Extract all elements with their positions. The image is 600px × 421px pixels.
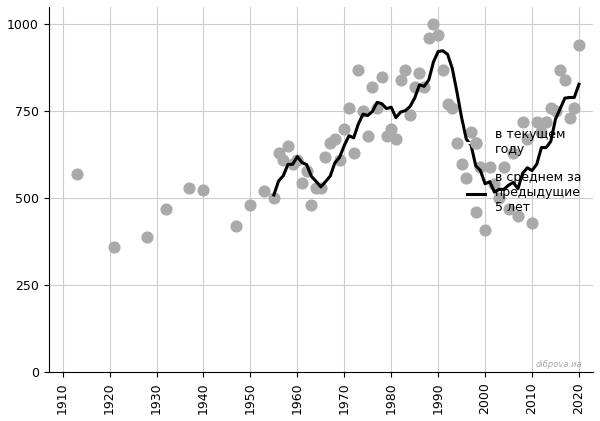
- в текущем
году: [532, 118, 542, 125]
- в текущем
году: [443, 101, 452, 108]
- в текущем
году: [518, 118, 527, 125]
- в текущем
году: [245, 202, 255, 209]
- в текущем
году: [508, 150, 518, 157]
- в текущем
году: [382, 132, 391, 139]
- в текущем
году: [373, 104, 382, 111]
- в текущем
году: [513, 213, 523, 219]
- в текущем
году: [391, 136, 401, 143]
- в среднем за
предыдущие
5 лет: [439, 48, 446, 53]
- в текущем
году: [546, 104, 556, 111]
- в текущем
году: [419, 84, 429, 91]
- в текущем
году: [353, 66, 363, 73]
- в текущем
году: [452, 139, 462, 146]
- в текущем
году: [288, 160, 298, 167]
- в текущем
году: [504, 205, 514, 212]
- в текущем
году: [368, 84, 377, 91]
- в текущем
году: [185, 184, 194, 191]
- в текущем
году: [396, 77, 406, 83]
- в текущем
году: [260, 188, 269, 195]
- в текущем
году: [340, 125, 349, 132]
- Line: в среднем за
предыдущие
5 лет: в среднем за предыдущие 5 лет: [274, 51, 579, 195]
- в текущем
году: [527, 219, 537, 226]
- в текущем
году: [293, 157, 302, 163]
- в текущем
году: [551, 108, 560, 115]
- в текущем
году: [574, 42, 584, 48]
- в текущем
году: [405, 112, 415, 118]
- в текущем
году: [269, 195, 278, 202]
- в текущем
году: [316, 184, 326, 191]
- в текущем
году: [499, 164, 509, 171]
- в текущем
году: [283, 143, 293, 149]
- в текущем
году: [349, 150, 358, 157]
- в текущем
году: [274, 150, 283, 157]
- в текущем
году: [433, 32, 443, 38]
- в текущем
году: [358, 108, 368, 115]
- в текущем
году: [400, 66, 410, 73]
- в текущем
году: [415, 70, 424, 77]
- в текущем
году: [560, 77, 569, 83]
- в текущем
году: [466, 129, 476, 136]
- в текущем
году: [199, 187, 208, 193]
- в текущем
году: [363, 132, 373, 139]
- в текущем
году: [386, 125, 396, 132]
- в среднем за
предыдущие
5 лет: [575, 82, 583, 87]
- в текущем
году: [523, 136, 532, 143]
- в текущем
году: [410, 84, 419, 91]
- в текущем
году: [485, 164, 494, 171]
- в текущем
году: [330, 136, 340, 143]
- в текущем
году: [424, 35, 434, 42]
- в текущем
году: [320, 153, 330, 160]
- в текущем
году: [457, 160, 466, 167]
- Text: dіброva.иа: dіброva.иа: [535, 360, 582, 369]
- в текущем
году: [494, 195, 504, 202]
- в текущем
году: [325, 139, 335, 146]
- в текущем
году: [307, 202, 316, 209]
- в среднем за
предыдущие
5 лет: [364, 113, 371, 118]
- в текущем
году: [569, 104, 579, 111]
- в текущем
году: [142, 233, 152, 240]
- в текущем
году: [490, 181, 499, 188]
- в текущем
году: [335, 157, 344, 163]
- в среднем за
предыдущие
5 лет: [401, 108, 409, 113]
- в текущем
году: [448, 104, 457, 111]
- в среднем за
предыдущие
5 лет: [294, 154, 301, 159]
- в текущем
году: [109, 244, 119, 250]
- в текущем
году: [311, 184, 321, 191]
- в текущем
году: [278, 157, 288, 163]
- в текущем
году: [476, 164, 485, 171]
- Legend: в текущем
году, в среднем за
предыдущие
5 лет: в текущем году, в среднем за предыдущие …: [461, 123, 587, 219]
- в текущем
году: [161, 205, 170, 212]
- в текущем
году: [536, 129, 546, 136]
- в текущем
году: [565, 115, 574, 122]
- в текущем
году: [556, 66, 565, 73]
- в текущем
году: [377, 73, 386, 80]
- в текущем
году: [232, 223, 241, 229]
- в текущем
году: [438, 66, 448, 73]
- в текущем
году: [480, 226, 490, 233]
- в текущем
году: [297, 179, 307, 186]
- в текущем
году: [344, 104, 354, 111]
- в среднем за
предыдущие
5 лет: [346, 133, 353, 138]
- в текущем
году: [461, 174, 471, 181]
- в текущем
году: [471, 209, 481, 216]
- в текущем
году: [541, 118, 551, 125]
- в среднем за
предыдущие
5 лет: [557, 106, 564, 111]
- в среднем за
предыдущие
5 лет: [270, 192, 277, 197]
- в текущем
году: [428, 21, 438, 28]
- в текущем
году: [302, 167, 311, 174]
- в среднем за
предыдущие
5 лет: [514, 186, 521, 191]
- в текущем
году: [72, 171, 82, 177]
